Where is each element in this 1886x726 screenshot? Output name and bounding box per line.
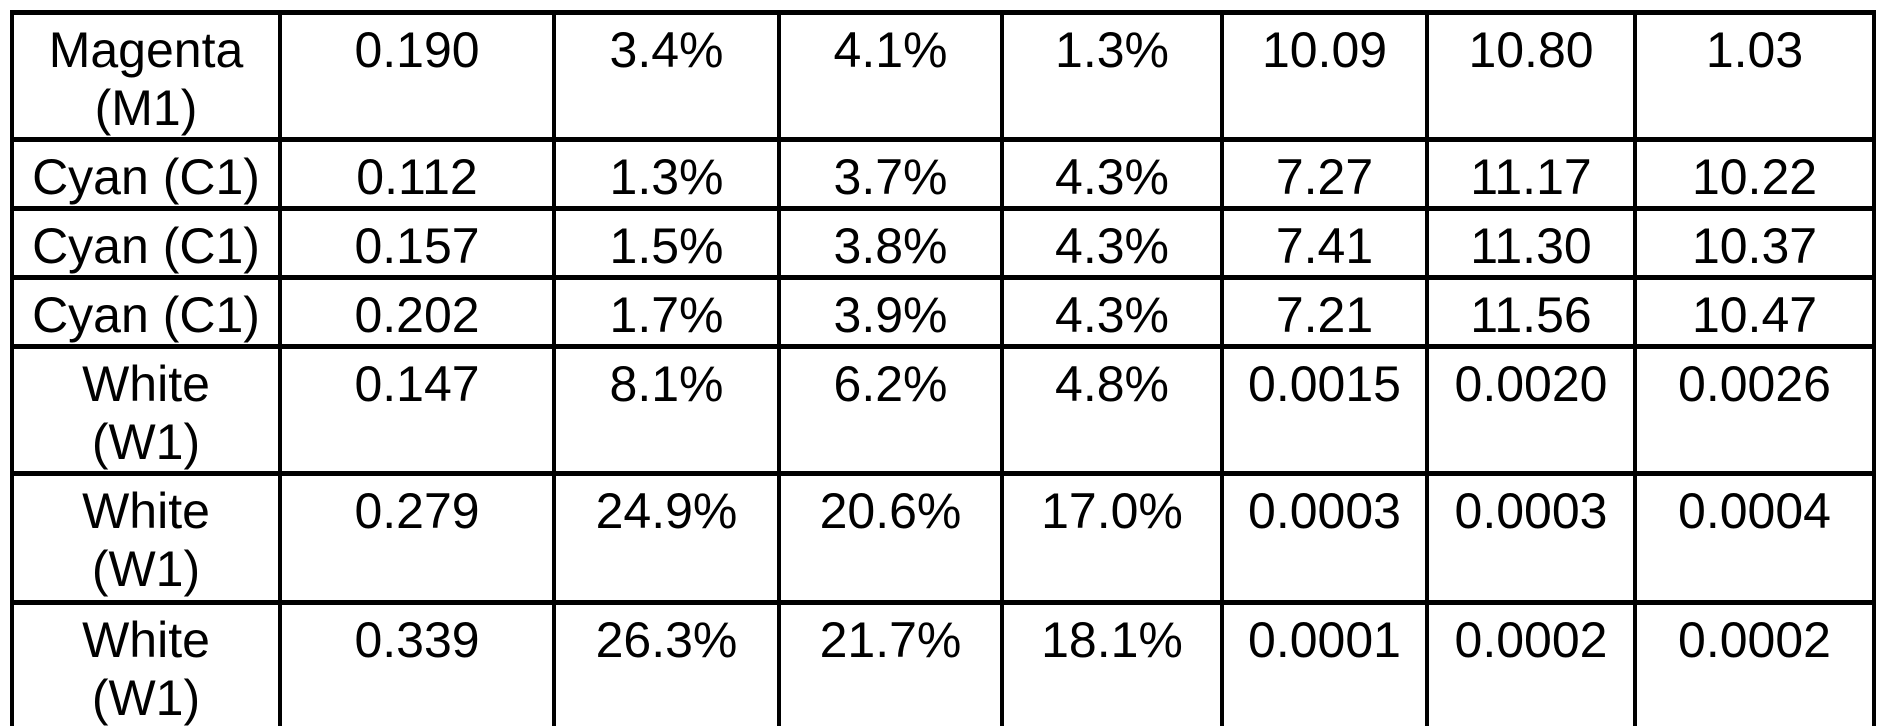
table-cell: 4.3% — [1000, 275, 1224, 349]
table-cell: 7.21 — [1220, 275, 1429, 349]
row-label-cell: Cyan (C1) — [10, 275, 282, 349]
table-cell: 1.7% — [552, 275, 781, 349]
table-cell: 0.202 — [278, 275, 556, 349]
row-label-cell: Cyan (C1) — [10, 206, 282, 280]
row-label-cell: White (W1) — [10, 344, 282, 476]
table-cell: 0.0001 — [1220, 600, 1429, 726]
table-cell: 0.157 — [278, 206, 556, 280]
row-label-cell: Magenta (M1) — [10, 10, 282, 142]
table-cell: 20.6% — [777, 471, 1004, 605]
table-cell: 10.80 — [1425, 10, 1637, 142]
row-label-cell: White (W1) — [10, 471, 282, 605]
table-cell: 1.5% — [552, 206, 781, 280]
table-cell: 11.17 — [1425, 137, 1637, 211]
table-cell: 4.8% — [1000, 344, 1224, 476]
table-cell: 4.3% — [1000, 206, 1224, 280]
table-cell: 7.27 — [1220, 137, 1429, 211]
table-cell: 7.41 — [1220, 206, 1429, 280]
table-cell: 0.147 — [278, 344, 556, 476]
row-label-cell: Cyan (C1) — [10, 137, 282, 211]
table-cell: 4.3% — [1000, 137, 1224, 211]
table-cell: 10.37 — [1633, 206, 1876, 280]
table-row: White (W1) 0.339 26.3% 21.7% 18.1% 0.000… — [10, 600, 1876, 726]
table-cell: 8.1% — [552, 344, 781, 476]
table-cell: 0.0002 — [1425, 600, 1637, 726]
table-cell: 1.3% — [552, 137, 781, 211]
table-cell: 0.112 — [278, 137, 556, 211]
table-cell: 0.0020 — [1425, 344, 1637, 476]
table-cell: 11.56 — [1425, 275, 1637, 349]
table-cell: 1.03 — [1633, 10, 1876, 142]
table-cell: 0.0002 — [1633, 600, 1876, 726]
table-cell: 18.1% — [1000, 600, 1224, 726]
table-row: Cyan (C1) 0.202 1.7% 3.9% 4.3% 7.21 11.5… — [10, 275, 1876, 349]
table-cell: 10.09 — [1220, 10, 1429, 142]
table-row: Cyan (C1) 0.157 1.5% 3.8% 4.3% 7.41 11.3… — [10, 206, 1876, 280]
data-table: Magenta (M1) 0.190 3.4% 4.1% 1.3% 10.09 … — [10, 10, 1876, 726]
table-row: White (W1) 0.279 24.9% 20.6% 17.0% 0.000… — [10, 471, 1876, 605]
table-cell: 3.7% — [777, 137, 1004, 211]
table-cell: 0.190 — [278, 10, 556, 142]
table-cell: 6.2% — [777, 344, 1004, 476]
row-label-cell: White (W1) — [10, 600, 282, 726]
table-cell: 0.279 — [278, 471, 556, 605]
table-cell: 3.4% — [552, 10, 781, 142]
table-cell: 0.0004 — [1633, 471, 1876, 605]
table-cell: 26.3% — [552, 600, 781, 726]
table-cell: 1.3% — [1000, 10, 1224, 142]
table-cell: 0.0015 — [1220, 344, 1429, 476]
table-cell: 11.30 — [1425, 206, 1637, 280]
table-cell: 21.7% — [777, 600, 1004, 726]
table-cell: 3.8% — [777, 206, 1004, 280]
table-cell: 0.0003 — [1425, 471, 1637, 605]
table-cell: 10.47 — [1633, 275, 1876, 349]
table-cell: 17.0% — [1000, 471, 1224, 605]
table-cell: 4.1% — [777, 10, 1004, 142]
table-cell: 0.0003 — [1220, 471, 1429, 605]
table-cell: 10.22 — [1633, 137, 1876, 211]
table-row: Magenta (M1) 0.190 3.4% 4.1% 1.3% 10.09 … — [10, 10, 1876, 142]
table-cell: 0.0026 — [1633, 344, 1876, 476]
table-row: White (W1) 0.147 8.1% 6.2% 4.8% 0.0015 0… — [10, 344, 1876, 476]
table-row: Cyan (C1) 0.112 1.3% 3.7% 4.3% 7.27 11.1… — [10, 137, 1876, 211]
table-cell: 0.339 — [278, 600, 556, 726]
table-cell: 24.9% — [552, 471, 781, 605]
table-cell: 3.9% — [777, 275, 1004, 349]
